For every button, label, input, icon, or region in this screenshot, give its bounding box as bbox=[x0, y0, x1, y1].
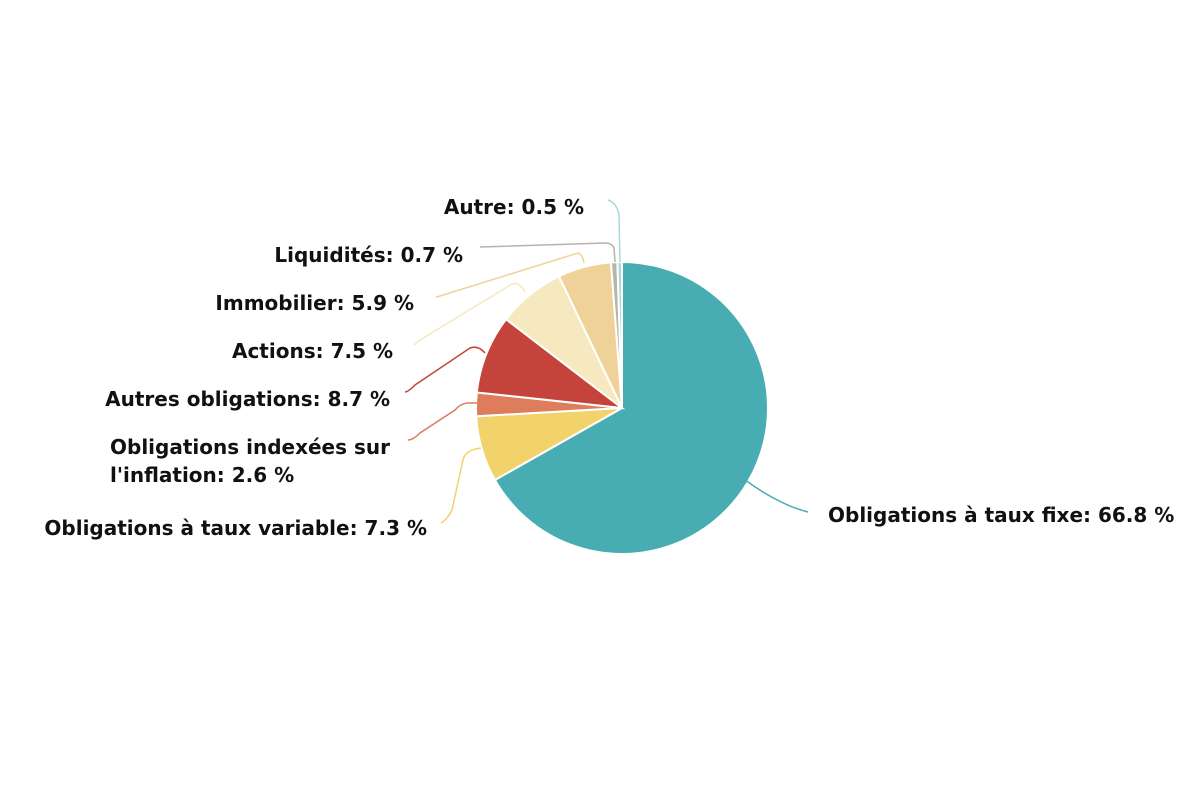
slice-labels: Obligations à taux fixe: 66.8 % Obligatio… bbox=[44, 195, 1174, 540]
leader-line-2 bbox=[407, 402, 477, 441]
leader-lines bbox=[404, 199, 809, 524]
slice-label-3: Autres obligations: 8.7 % bbox=[105, 387, 390, 411]
leader-line-7 bbox=[607, 199, 621, 263]
slice-label-4: Actions: 7.5 % bbox=[232, 339, 393, 363]
pie-slices bbox=[475, 260, 769, 555]
slice-label-6: Liquidités: 0.7 % bbox=[274, 243, 463, 267]
leader-line-4 bbox=[413, 282, 526, 346]
slice-label-0: Obligations à taux fixe: 66.8 % bbox=[828, 503, 1174, 527]
leader-line-0 bbox=[744, 479, 809, 513]
leader-line-6 bbox=[479, 242, 616, 263]
slice-label-2: Obligations indexées sur l'inflation: 2.6… bbox=[110, 435, 390, 487]
slice-label-7: Autre: 0.5 % bbox=[444, 195, 584, 219]
slice-label-1: Obligations à taux variable: 7.3 % bbox=[44, 516, 427, 540]
leader-line-1 bbox=[440, 447, 482, 524]
pie-slice-7 bbox=[616, 260, 623, 409]
leader-line-5 bbox=[435, 252, 585, 298]
slice-label-5: Immobilier: 5.9 % bbox=[215, 291, 414, 315]
leader-line-3 bbox=[404, 346, 486, 393]
